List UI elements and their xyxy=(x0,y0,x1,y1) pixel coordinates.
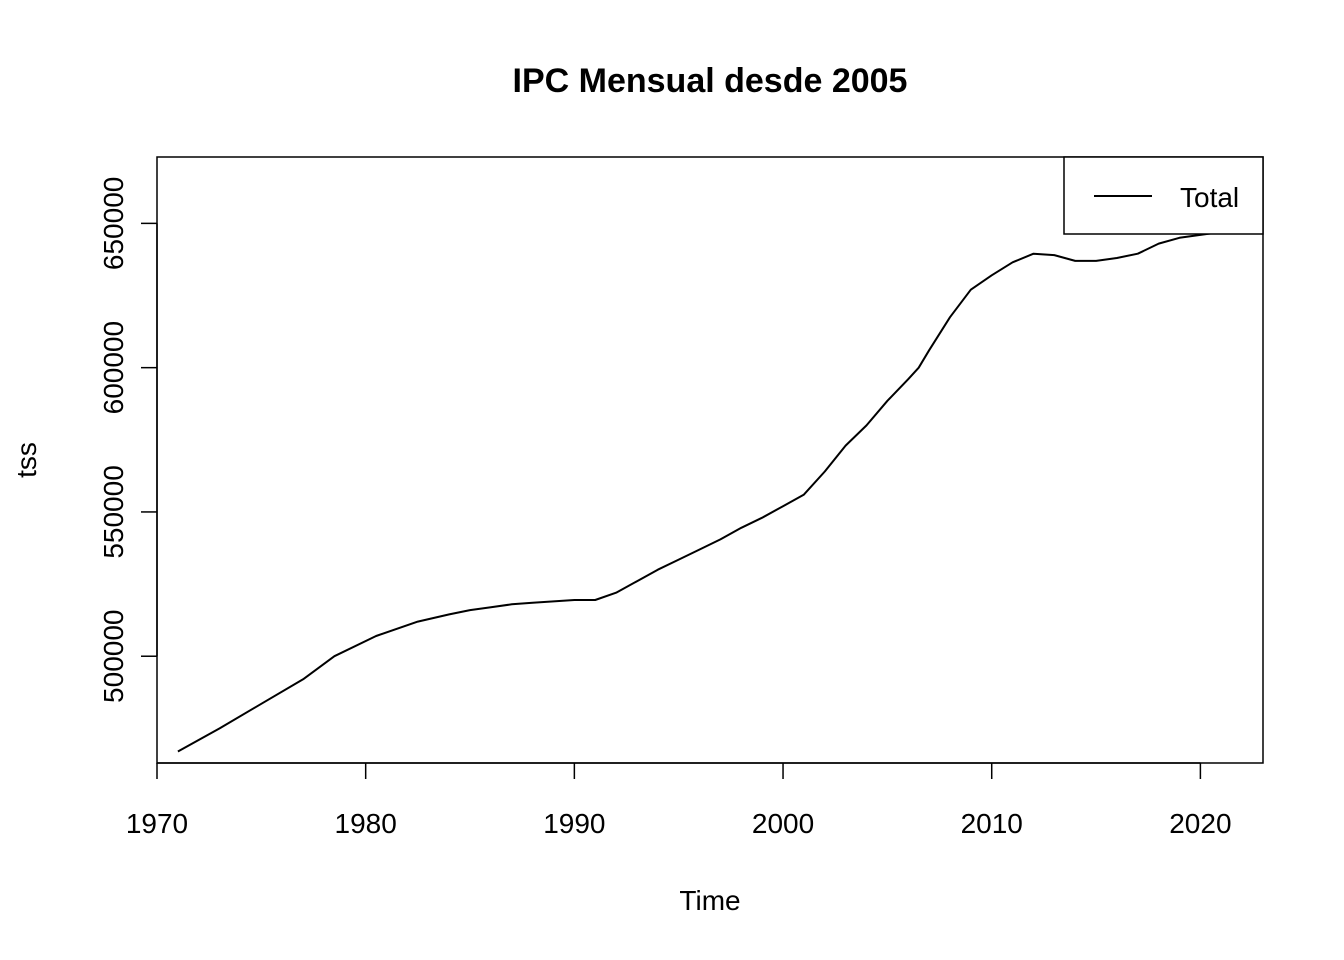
x-tick-label: 2010 xyxy=(961,808,1023,839)
y-tick-label: 600000 xyxy=(98,321,129,414)
y-tick-label: 650000 xyxy=(98,177,129,270)
x-axis-label: Time xyxy=(679,885,740,916)
legend: Total xyxy=(1063,156,1264,235)
series-layer xyxy=(177,228,1253,753)
y-tick-label: 500000 xyxy=(98,610,129,703)
series-line-total xyxy=(177,228,1253,753)
x-tick-label: 1970 xyxy=(126,808,188,839)
chart-title: IPC Mensual desde 2005 xyxy=(513,62,908,100)
y-axis-label: tss xyxy=(11,442,42,478)
y-tick-label: 550000 xyxy=(98,465,129,558)
y-axis: 500000 550000 600000 650000 xyxy=(98,177,158,703)
plot-area-frame xyxy=(156,156,1264,764)
x-tick-label: 2020 xyxy=(1169,808,1231,839)
legend-label-total: Total xyxy=(1180,182,1239,213)
x-tick-label: 1990 xyxy=(543,808,605,839)
x-axis: 1970 1980 1990 2000 2010 2020 xyxy=(126,762,1232,839)
x-tick-label: 2000 xyxy=(752,808,814,839)
x-tick-label: 1980 xyxy=(335,808,397,839)
